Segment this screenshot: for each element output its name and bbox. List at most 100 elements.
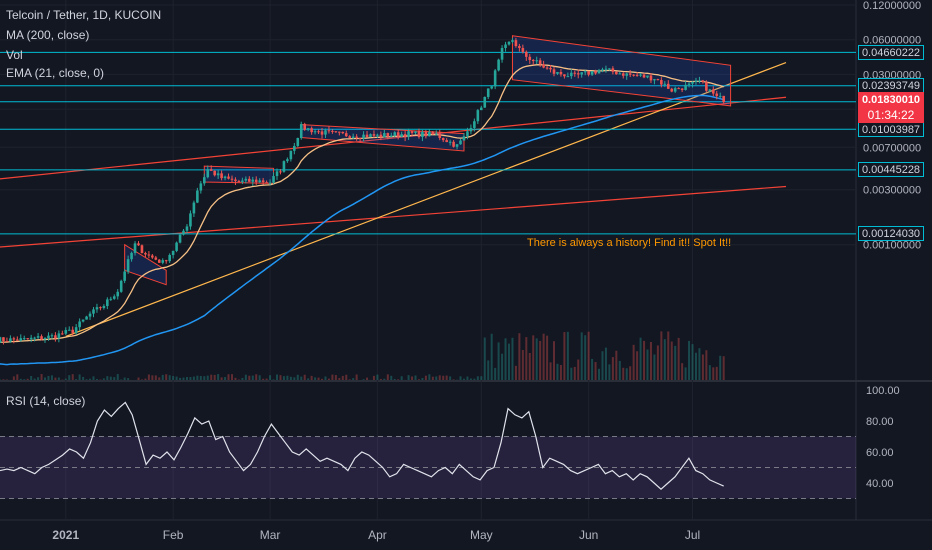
rsi-tick-label: 100.00: [866, 385, 900, 397]
candle-body: [459, 140, 462, 145]
candle-body: [126, 259, 130, 272]
volume-bar: [435, 376, 438, 380]
volume-bar: [206, 375, 209, 380]
candle-body: [687, 83, 691, 85]
volume-bar: [507, 343, 510, 380]
candle-body: [64, 330, 68, 334]
rsi-tick-label: 40.00: [866, 478, 894, 490]
ema-legend[interactable]: EMA (21, close, 0): [6, 66, 105, 80]
candle-body: [175, 242, 178, 251]
volume-bar: [625, 368, 628, 380]
volume-bar: [636, 351, 639, 380]
candle-body: [556, 71, 559, 74]
candle-body: [694, 80, 698, 82]
volume-bar: [192, 376, 195, 380]
candle-body: [369, 134, 372, 138]
volume-bar: [438, 375, 441, 380]
candle-body: [140, 245, 144, 254]
x-tick-label: 2021: [52, 528, 79, 542]
candle-body: [202, 177, 206, 184]
volume-bar: [213, 374, 216, 380]
candle-body: [615, 71, 618, 75]
trend-line-red-lower: [0, 185, 787, 248]
candle-body: [9, 338, 12, 342]
volume-bar: [674, 345, 677, 380]
candle-body: [22, 338, 26, 340]
volume-bar: [722, 356, 725, 380]
volume-bar: [559, 364, 562, 380]
volume-bar: [386, 374, 389, 380]
volume-bar: [649, 341, 652, 380]
rsi-legend[interactable]: RSI (14, close): [6, 394, 86, 408]
volume-bar: [40, 374, 43, 380]
candle-body: [466, 131, 469, 137]
volume-bar: [89, 378, 92, 380]
volume-bar: [632, 344, 635, 380]
volume-bar: [44, 377, 47, 380]
volume-bar: [376, 374, 379, 380]
volume-bar: [611, 357, 614, 380]
candle-body: [293, 145, 296, 151]
candle-body: [455, 144, 459, 147]
ma-legend[interactable]: MA (200, close): [6, 28, 90, 42]
volume-bar: [521, 349, 524, 380]
volume-bar: [82, 376, 85, 380]
volume-bar: [539, 340, 542, 380]
candle-body: [639, 74, 642, 76]
volume-bar: [286, 375, 289, 380]
volume-bar: [417, 379, 420, 380]
volume-bar: [348, 379, 351, 380]
volume-bar: [317, 377, 320, 380]
volume-bar: [26, 378, 29, 380]
volume-bar: [563, 332, 566, 380]
volume-bar: [57, 377, 60, 380]
volume-bar: [424, 375, 427, 380]
candle-body: [691, 81, 694, 84]
volume-bar: [400, 376, 403, 380]
ma200-line: [0, 94, 724, 366]
candle-body: [507, 41, 511, 45]
volume-bar: [355, 374, 358, 380]
candle-body: [241, 180, 244, 182]
x-tick-label: May: [470, 528, 493, 542]
candle-body: [483, 96, 487, 108]
candle-body: [26, 338, 30, 340]
candle-body: [649, 75, 653, 81]
volume-bar: [594, 362, 597, 380]
candle-body: [254, 179, 258, 183]
volume-bar: [715, 366, 718, 380]
volume-bar: [556, 363, 559, 380]
candle-body: [372, 134, 376, 136]
volume-bar: [670, 341, 673, 380]
vol-legend[interactable]: Vol: [6, 48, 23, 62]
candle-body: [698, 80, 701, 82]
candle-body: [656, 79, 660, 81]
volume-bar: [701, 354, 704, 380]
level-price-label: 0.01003987: [858, 121, 924, 137]
volume-bar: [598, 368, 601, 380]
volume-bar: [383, 378, 386, 380]
candle-body: [109, 298, 113, 300]
volume-bar: [324, 376, 327, 380]
volume-bar: [296, 374, 299, 380]
volume-bar: [445, 375, 448, 380]
volume-bar: [653, 354, 656, 380]
volume-bar: [321, 378, 324, 380]
candle-body: [417, 131, 421, 137]
volume-bar: [175, 376, 178, 380]
volume-bar: [577, 359, 580, 380]
candle-body: [618, 73, 622, 75]
level-price-label: 0.04660222: [858, 44, 924, 60]
candle-body: [497, 59, 500, 71]
candle-body: [535, 60, 538, 62]
rsi-line: [0, 401, 724, 491]
candle-body: [338, 131, 341, 133]
volume-bar: [681, 363, 684, 380]
candle-body: [663, 83, 667, 85]
candle-body: [594, 71, 597, 74]
volume-bar: [622, 367, 625, 380]
volume-bar: [570, 367, 573, 380]
candle-body: [258, 180, 261, 183]
candle-body: [334, 131, 338, 133]
